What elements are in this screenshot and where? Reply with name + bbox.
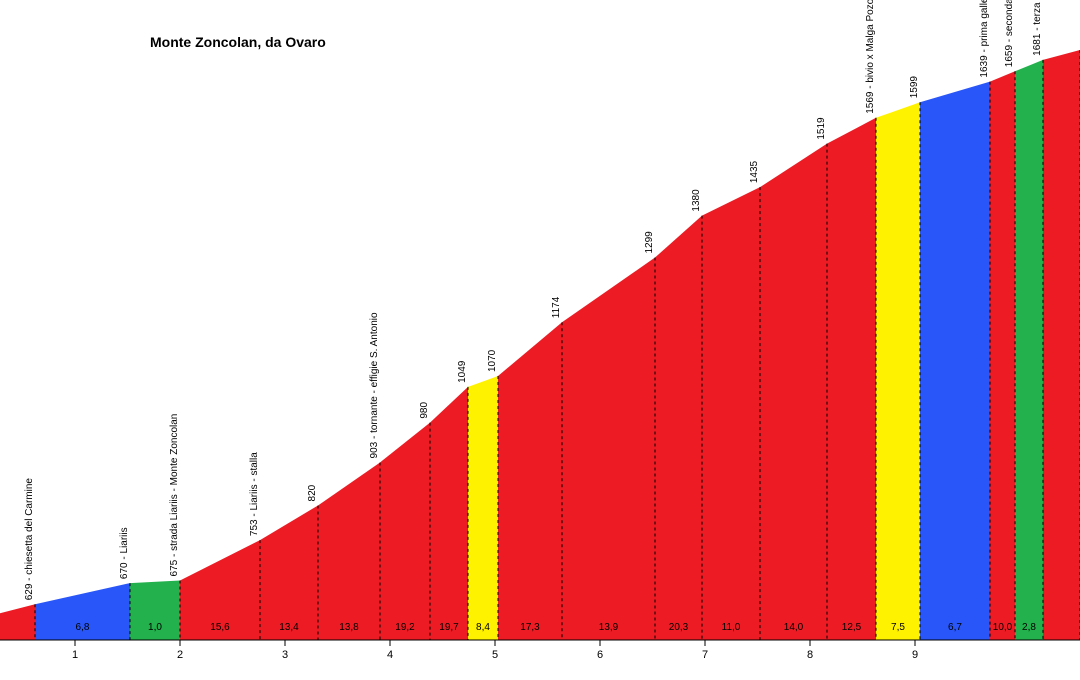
km-label: 1 [72,649,78,661]
gradient-segment [760,144,827,640]
elevation-label: 675 - strada Liariis - Monte Zoncolan [169,414,180,577]
gradient-segment [318,462,380,640]
chart-title: Monte Zoncolan, da Ovaro [150,34,326,50]
gradient-label: 6,7 [948,622,962,633]
km-label: 2 [177,649,183,661]
km-label: 9 [912,649,918,661]
elevation-label: 1599 [909,76,920,99]
elevation-label: 629 - chiesetta del Carmine [24,478,35,601]
gradient-segment [655,216,702,640]
gradient-segment [260,505,318,640]
elevation-label: 1681 - terza galleria [1032,0,1043,56]
gradient-label: 2,8 [1022,622,1036,633]
gradient-label: 15,6 [210,622,230,633]
gradient-segment [876,102,920,640]
gradient-segment [702,187,760,640]
gradient-label: 1,0 [148,622,162,633]
km-label: 3 [282,649,288,661]
gradient-segment [430,387,468,640]
elevation-label: 670 - Liariis [119,527,130,579]
gradient-label: 13,4 [279,622,299,633]
gradient-segment [0,604,35,640]
km-label: 8 [807,649,813,661]
elevation-label: 1659 - seconda galleria [1004,0,1015,67]
gradient-label: 17,3 [520,622,540,633]
gradient-segment [468,376,498,640]
climb-profile-chart: Monte Zoncolan, da Ovaro 6,8 1,0 15,6 13,4 1… [0,0,1080,675]
gradient-segment [990,71,1015,640]
elevation-label: 1435 [749,160,760,183]
elevation-label: 1380 [691,189,702,212]
gradient-label: 8,4 [476,622,490,633]
gradient-segment [1015,60,1043,640]
gradient-label: 19,2 [395,622,415,633]
gradient-segment [498,322,562,640]
elevation-label: 1569 - bivio x Malga Pozof [865,0,876,114]
gradient-label: 13,9 [599,622,619,633]
elevation-label: 1299 [644,231,655,254]
km-label: 6 [597,649,603,661]
elevation-label: 1049 [457,360,468,383]
elevation-label: 1174 [551,296,562,318]
elevation-label: 980 [419,402,430,419]
gradient-label: 10,0 [993,622,1013,633]
gradient-segment [827,118,876,640]
elevation-label: 1519 [816,117,827,140]
gradient-label: 6,8 [76,622,90,633]
gradient-segment [1043,50,1080,640]
gradient-label: 20,3 [669,622,689,633]
gradient-segment [380,423,430,640]
elevation-label: 903 - tornante - effigie S. Antonio [369,312,380,458]
km-label: 4 [387,649,393,661]
elevation-label: 1070 [487,349,498,372]
km-label: 7 [702,649,708,661]
gradient-label: 13,8 [339,622,359,633]
gradient-label: 12,5 [842,622,862,633]
gradient-label: 19,7 [439,622,459,633]
elevation-label: 820 [307,484,318,501]
gradient-segment [562,258,655,640]
gradient-label: 14,0 [784,622,804,633]
elevation-label: 1639 - prima galleria [979,0,990,78]
gradient-label: 7,5 [891,622,905,633]
km-label: 5 [492,649,498,661]
gradient-label: 11,0 [722,622,741,633]
chart-svg: 6,8 1,0 15,6 13,4 13,8 19,2 19,7 8,4 17,3 13,9 20,… [0,0,1080,675]
gradient-segment [920,82,990,640]
elevation-label: 753 - Liariis - stalla [249,452,260,536]
